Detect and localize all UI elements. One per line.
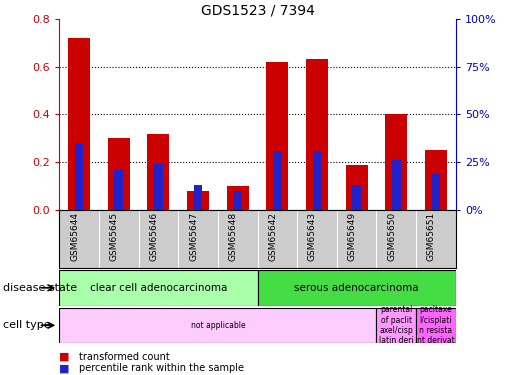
Bar: [59, 270, 258, 306]
Text: GSM65649: GSM65649: [348, 212, 356, 261]
Bar: [59, 308, 376, 343]
Bar: [266, 62, 288, 210]
Bar: [385, 114, 407, 210]
Bar: [432, 174, 440, 210]
Text: ■: ■: [59, 363, 70, 373]
Bar: [306, 59, 328, 210]
Bar: [68, 38, 90, 210]
Bar: [187, 191, 209, 210]
Bar: [227, 186, 249, 210]
Text: parental
of paclit
axel/cisp
latin deri: parental of paclit axel/cisp latin deri: [379, 305, 414, 345]
Bar: [147, 134, 169, 210]
Bar: [194, 185, 202, 210]
Bar: [425, 150, 447, 210]
Bar: [313, 151, 321, 210]
Bar: [108, 138, 130, 210]
Text: clear cell adenocarcinoma: clear cell adenocarcinoma: [90, 283, 227, 293]
Bar: [392, 160, 401, 210]
Text: GSM65645: GSM65645: [110, 212, 118, 261]
Title: GDS1523 / 7394: GDS1523 / 7394: [200, 4, 315, 18]
Bar: [233, 191, 242, 210]
Bar: [346, 165, 368, 210]
Text: GSM65643: GSM65643: [308, 212, 317, 261]
Bar: [154, 164, 163, 210]
Text: cell type: cell type: [3, 320, 50, 330]
Bar: [352, 185, 361, 210]
Text: not applicable: not applicable: [191, 321, 245, 330]
Text: GSM65644: GSM65644: [70, 212, 79, 261]
Text: GSM65650: GSM65650: [387, 212, 397, 261]
Bar: [258, 270, 456, 306]
Bar: [376, 308, 416, 343]
Bar: [75, 143, 83, 210]
Text: ■: ■: [59, 352, 70, 362]
Text: GSM65648: GSM65648: [229, 212, 238, 261]
Text: GSM65642: GSM65642: [268, 212, 277, 261]
Text: serous adenocarcinoma: serous adenocarcinoma: [295, 283, 419, 293]
Text: pacltaxe
l/cisplati
n resista
nt derivat: pacltaxe l/cisplati n resista nt derivat: [417, 305, 455, 345]
Bar: [114, 170, 123, 210]
Text: disease state: disease state: [3, 283, 77, 293]
Bar: [416, 308, 456, 343]
Bar: [273, 151, 282, 210]
Text: percentile rank within the sample: percentile rank within the sample: [79, 363, 244, 373]
Text: GSM65646: GSM65646: [149, 212, 159, 261]
Text: GSM65651: GSM65651: [427, 212, 436, 261]
Text: GSM65647: GSM65647: [189, 212, 198, 261]
Text: transformed count: transformed count: [79, 352, 169, 362]
